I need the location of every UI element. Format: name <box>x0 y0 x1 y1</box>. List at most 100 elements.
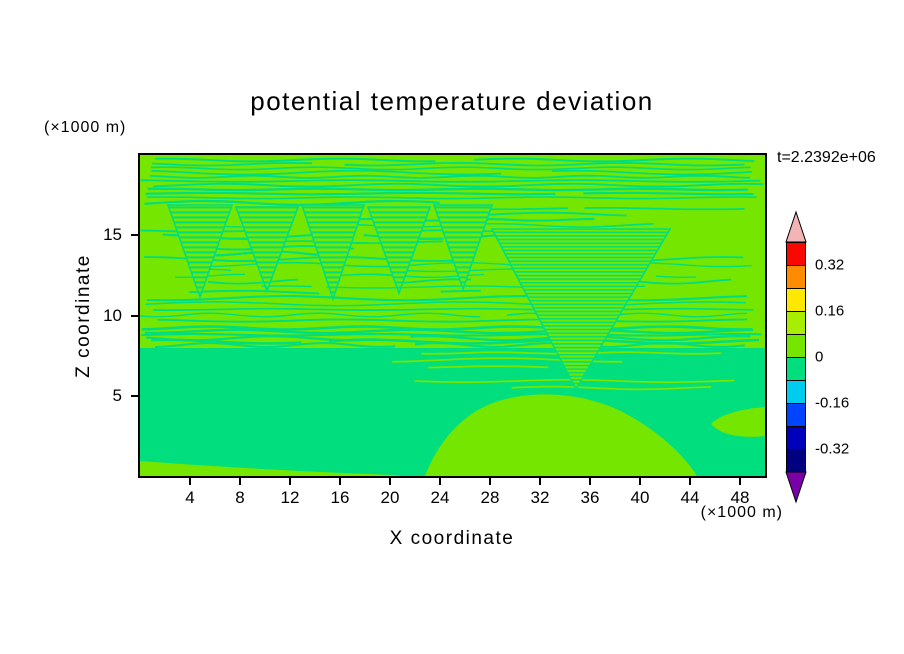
contour-stripe <box>153 182 764 188</box>
contour-stripe <box>511 385 712 391</box>
colorbar <box>785 210 807 504</box>
contour-stripe <box>551 169 752 176</box>
x-tick-mark <box>539 478 541 485</box>
wedge-structure <box>166 204 234 300</box>
wedge-structure <box>300 204 366 302</box>
contour-stripe <box>174 273 245 278</box>
x-tick-label: 4 <box>185 488 195 507</box>
contour-stripe <box>583 191 754 196</box>
y-tick-mark <box>131 314 138 317</box>
contour-stripe <box>151 169 502 176</box>
contour-stripe <box>656 275 697 278</box>
colorbar-label: -0.32 <box>815 440 850 458</box>
x-tick-label: 16 <box>330 488 350 507</box>
x-tick-label: 8 <box>235 488 245 507</box>
contour-stripe <box>153 307 754 311</box>
contour-stripe <box>152 161 313 167</box>
contour-stripe <box>151 338 302 345</box>
y-tick-label: 10 <box>103 305 122 325</box>
contour-stripe <box>205 199 296 206</box>
colorbar-over-arrow <box>785 210 807 243</box>
x-tick-label: 48 <box>730 488 750 507</box>
colorbar-segment <box>786 403 806 427</box>
field-positive-region <box>425 394 697 476</box>
contour-stripe <box>146 196 757 200</box>
x-axis-unit-label: (×1000 m) <box>700 504 783 521</box>
x-tick-label: 20 <box>380 488 400 507</box>
colorbar-segment <box>786 242 806 266</box>
contour-stripe <box>631 278 732 285</box>
x-tick-mark <box>589 478 591 485</box>
wedge-structure <box>432 204 494 292</box>
contour-stripe <box>326 285 457 289</box>
y-tick-mark <box>131 394 138 397</box>
contour-stripe <box>145 301 746 307</box>
colorbar-label: -0.16 <box>815 394 850 412</box>
field-positive-region <box>711 407 765 437</box>
x-axis-title: X coordinate <box>389 528 515 549</box>
contour-stripe <box>344 161 745 167</box>
contour-stripe <box>141 332 762 337</box>
contour-stripe <box>147 187 748 192</box>
x-tick-mark <box>389 478 391 485</box>
contour-stripe <box>481 223 652 228</box>
field-positive-region <box>140 461 402 476</box>
contour-stripe <box>144 328 566 335</box>
colorbar-segment <box>786 288 806 312</box>
colorbar-segment <box>786 334 806 358</box>
colorbar-segment <box>786 311 806 335</box>
x-tick-mark <box>689 478 691 485</box>
contour-stripe <box>155 341 396 349</box>
contour-stripe <box>140 179 761 183</box>
y-tick-label: 15 <box>103 225 122 245</box>
chart-title: potential temperature deviation <box>250 86 654 116</box>
contour-stripe <box>207 278 299 285</box>
contour-stripe <box>189 289 320 295</box>
colorbar-segment <box>786 265 806 289</box>
contour-stripe <box>440 289 481 293</box>
colorbar-segment <box>786 380 806 404</box>
contour-stripe <box>328 338 760 345</box>
x-tick-label: 44 <box>680 488 700 507</box>
x-tick-label: 36 <box>580 488 600 507</box>
x-tick-label: 40 <box>630 488 650 507</box>
wedge-structure <box>366 206 432 296</box>
contour-field <box>140 155 765 476</box>
y-tick-label: 5 <box>112 385 122 405</box>
x-tick-mark <box>439 478 441 485</box>
x-tick-mark <box>639 478 641 485</box>
y-axis-unit-label: (×1000 m) <box>44 119 127 136</box>
x-tick-label: 28 <box>480 488 500 507</box>
colorbar-label: 0 <box>815 348 824 366</box>
contour-stripe <box>602 328 754 335</box>
x-tick-mark <box>339 478 341 485</box>
contour-stripe <box>261 285 312 288</box>
colorbar-label: 0.16 <box>815 302 845 320</box>
x-tick-label: 12 <box>280 488 300 507</box>
wedge-structure <box>234 206 300 294</box>
x-tick-label: 32 <box>530 488 550 507</box>
contour-stripe <box>428 365 549 369</box>
contour-stripe <box>145 191 556 196</box>
contour-stripe <box>146 295 747 302</box>
x-tick-mark <box>289 478 291 485</box>
colorbar-segment <box>786 449 806 473</box>
colorbar-under-arrow <box>785 471 807 504</box>
contour-stripe <box>150 166 751 171</box>
y-tick-mark <box>131 234 138 237</box>
time-label: t=2.2392e+06 <box>777 149 876 166</box>
contour-stripe <box>140 312 481 318</box>
colorbar-segment <box>786 426 806 450</box>
contour-stripe <box>149 174 751 179</box>
large-wedge-structure <box>490 228 672 391</box>
x-tick-label: 24 <box>430 488 450 507</box>
x-tick-mark <box>239 478 241 485</box>
contour-stripe <box>155 157 436 163</box>
contour-stripe <box>474 157 755 163</box>
colorbar-label: 0.32 <box>815 256 845 274</box>
contour-stripe <box>584 207 745 211</box>
contour-stripe <box>141 325 752 331</box>
colorbar-segment <box>786 357 806 381</box>
x-tick-mark <box>489 478 491 485</box>
